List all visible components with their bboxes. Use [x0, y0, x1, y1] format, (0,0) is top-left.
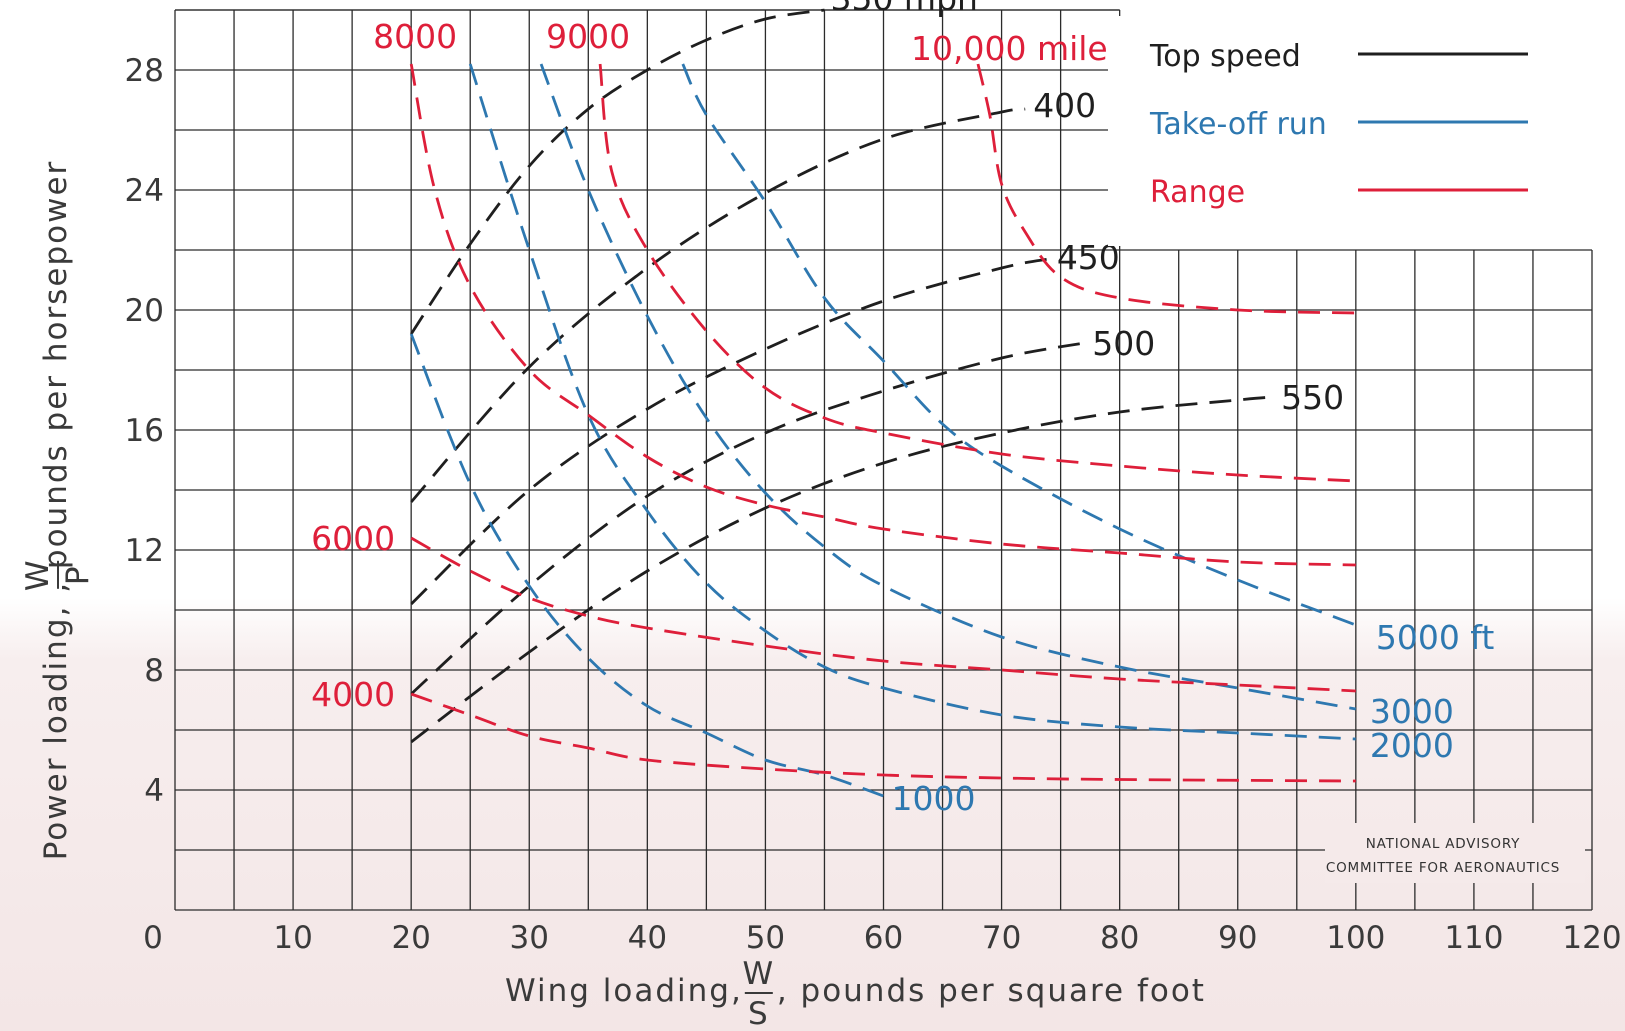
curve-label-top_speed: 400: [1033, 86, 1096, 125]
x-tick-label: 0: [143, 920, 163, 956]
curve-label-range: 9000: [546, 17, 630, 56]
y-axis-title-prefix: Power loading,: [38, 593, 74, 860]
y-tick-label: 24: [125, 173, 164, 209]
curve-range: [598, 63, 1356, 483]
legend-label: Range: [1150, 175, 1245, 210]
y-axis-fraction-denominator: P: [60, 564, 96, 585]
legend-label: Take-off run: [1149, 107, 1327, 142]
legend-label: Top speed: [1149, 39, 1301, 74]
curve-range: [410, 536, 1356, 693]
curve-top_speed: [410, 341, 1085, 696]
curve-top_speed: [410, 8, 825, 335]
curve-range: [410, 692, 1356, 783]
curve-top_speed: [410, 257, 1050, 606]
credit-line-1: NATIONAL ADVISORY: [1366, 836, 1520, 852]
x-tick-label: 20: [391, 920, 430, 956]
x-axis-title-suffix: , pounds per square foot: [777, 973, 1206, 1009]
x-tick-label: 30: [510, 920, 549, 956]
y-axis-title: Power loading, , pounds per horsepower W…: [20, 160, 96, 861]
curve-takeoff: [468, 63, 1356, 741]
x-axis-title-fraction: W S: [742, 956, 775, 1031]
curve-label-range: 4000: [311, 675, 395, 714]
chart-ticks: 0 10 20 30 40 50 60 70 80 90 100 110 120 4 8 12 16 20 24 28: [125, 53, 1622, 956]
y-axis-fraction-numerator: W: [20, 558, 56, 591]
curve-label-range: 10,000 miles: [911, 29, 1125, 68]
x-tick-label: 70: [982, 920, 1021, 956]
y-tick-label: 8: [144, 653, 164, 689]
x-tick-label: 50: [746, 920, 785, 956]
curve-takeoff: [681, 63, 1357, 627]
x-tick-label: 100: [1326, 920, 1385, 956]
naca-credit: NATIONAL ADVISORY COMMITTEE FOR AERONAUT…: [1325, 823, 1585, 883]
curve-label-top_speed: 550: [1281, 378, 1344, 417]
curve-top_speed: [410, 107, 1026, 503]
curve-label-takeoff: 1000: [892, 779, 976, 818]
curve-takeoff: [539, 63, 1357, 711]
x-axis-fraction-numerator: W: [742, 956, 775, 992]
curve-takeoff: [409, 333, 884, 798]
y-tick-label: 16: [125, 413, 164, 449]
x-tick-label: 40: [628, 920, 667, 956]
curve-range: [976, 63, 1356, 315]
curve-label-takeoff: 2000: [1370, 726, 1454, 765]
curve-label-takeoff: 3000: [1370, 692, 1454, 731]
y-tick-label: 20: [125, 293, 164, 329]
curve-range: [409, 63, 1356, 567]
curve-label-range: 8000: [373, 17, 457, 56]
chart-legend: Top speed Take-off run Range: [1108, 16, 1538, 246]
x-tick-label: 80: [1100, 920, 1139, 956]
credit-line-2: COMMITTEE FOR AERONAUTICS: [1326, 860, 1560, 876]
chart-series: 350 mph4004505005501000200030005000 ft40…: [311, 0, 1494, 818]
x-tick-label: 110: [1444, 920, 1503, 956]
y-axis-title-suffix: , pounds per horsepower: [38, 160, 74, 593]
curve-label-top_speed: 500: [1092, 324, 1155, 363]
chart-grid: [174, 9, 1593, 911]
x-tick-label: 10: [273, 920, 312, 956]
curve-top_speed: [410, 395, 1274, 744]
curve-label-top_speed: 350 mph: [830, 0, 978, 18]
curve-label-takeoff: 5000 ft: [1376, 618, 1495, 657]
y-tick-label: 12: [125, 533, 164, 569]
x-tick-label: 120: [1562, 920, 1621, 956]
y-tick-label: 4: [144, 773, 164, 809]
x-axis-fraction-denominator: S: [748, 996, 770, 1031]
x-tick-label: 60: [864, 920, 903, 956]
curve-label-range: 6000: [311, 519, 395, 558]
y-axis-title-text: Power loading, , pounds per horsepower: [38, 160, 74, 861]
x-axis-title: Wing loading,: [505, 973, 743, 1009]
y-tick-label: 28: [125, 53, 164, 89]
x-tick-label: 90: [1218, 920, 1257, 956]
